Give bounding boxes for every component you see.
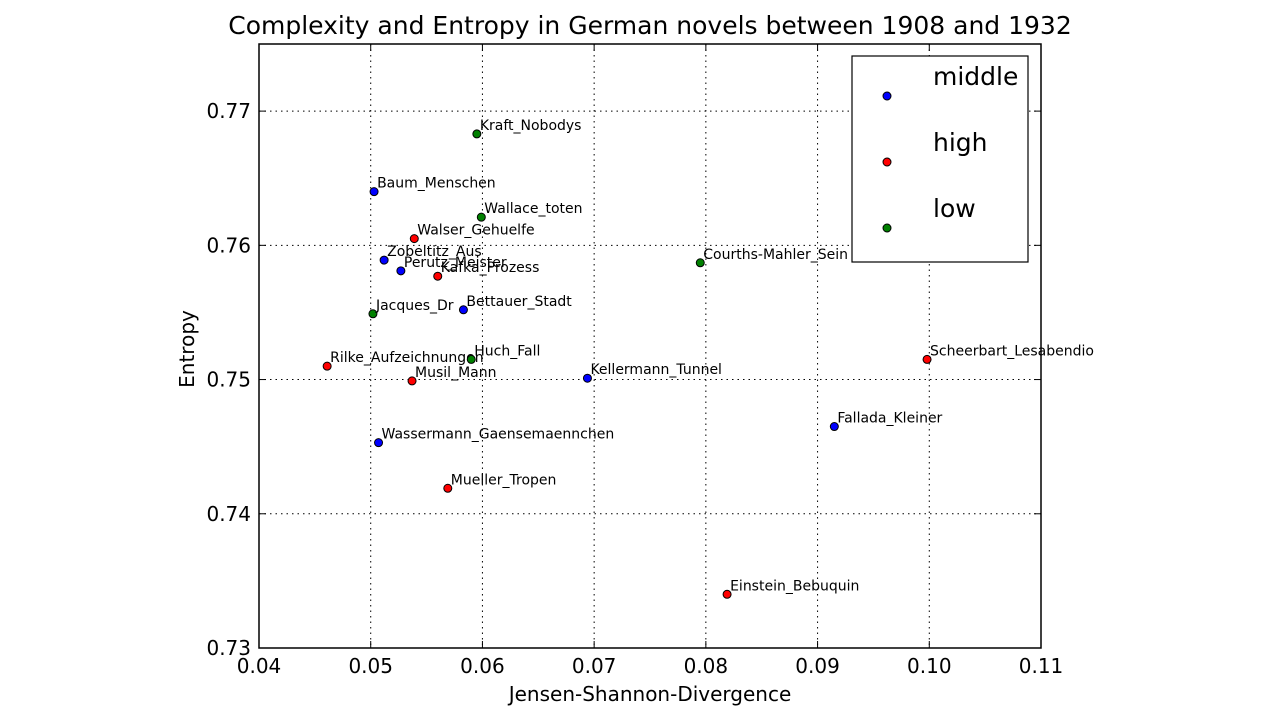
data-point	[443, 483, 453, 493]
y-tick-label: 0.74	[206, 502, 251, 526]
data-point	[695, 258, 705, 268]
data-point	[582, 373, 592, 383]
data-point	[396, 266, 406, 276]
data-point	[476, 212, 486, 222]
data-point-label: Kafka_Prozess	[441, 260, 540, 276]
y-tick-label: 0.75	[206, 368, 251, 392]
legend-label: high	[933, 128, 988, 157]
data-point-label: Kellermann_Tunnel	[590, 362, 722, 378]
data-point	[829, 422, 839, 432]
legend-marker	[882, 91, 892, 101]
data-point-label: Einstein_Bebuquin	[730, 578, 859, 594]
data-point-label: Walser_Gehuelfe	[417, 223, 534, 239]
legend-marker	[882, 223, 892, 233]
y-tick-label: 0.76	[206, 233, 251, 257]
data-point-label: Kraft_Nobodys	[480, 118, 582, 134]
data-point-label: Musil_Mann	[415, 365, 496, 381]
x-tick-label: 0.07	[572, 654, 617, 678]
y-tick-label: 0.73	[206, 636, 251, 660]
y-axis-label: Entropy	[175, 310, 199, 388]
data-point	[407, 376, 417, 386]
data-points: Kraft_Nobodys Baum_Menschen Wallace_toten W…	[322, 118, 1094, 599]
data-point	[472, 129, 482, 139]
data-point-label: Fallada_Kleiner	[837, 411, 942, 427]
data-point	[922, 354, 932, 364]
data-point-label: Scheerbart_Lesabendio	[930, 343, 1094, 359]
data-point-label: Perutz_Meister	[404, 255, 507, 271]
data-point-label: Baum_Menschen	[377, 176, 496, 192]
data-point	[374, 438, 384, 448]
x-tick-label: 0.04	[237, 654, 282, 678]
legend-label: middle	[933, 62, 1018, 91]
x-tick-label: 0.11	[1019, 654, 1064, 678]
x-tick-label: 0.08	[684, 654, 729, 678]
data-point-label: Rilke_Aufzeichnungen	[330, 350, 484, 366]
legend: middle high low	[851, 55, 1029, 263]
data-point-label: Jacques_Dr	[375, 298, 454, 314]
data-point	[322, 361, 332, 371]
data-point	[433, 271, 443, 281]
x-axis-label: Jensen-Shannon-Divergence	[507, 682, 792, 706]
data-point	[379, 255, 389, 265]
data-point-label: Huch_Fall	[474, 343, 540, 359]
data-point	[409, 234, 419, 244]
y-tick-label: 0.77	[206, 99, 251, 123]
plot-area	[258, 43, 1042, 649]
data-point-label: Mueller_Tropen	[451, 472, 557, 488]
data-point-label: Courths-Mahler_Sein	[703, 247, 848, 263]
data-point	[369, 187, 379, 197]
x-tick-label: 0.06	[460, 654, 505, 678]
grid	[259, 44, 1041, 648]
x-tick-label: 0.10	[907, 654, 952, 678]
data-point-label: Bettauer_Stadt	[466, 294, 572, 310]
chart-title: Complexity and Entropy in German novels …	[228, 11, 1071, 40]
data-point	[466, 354, 476, 364]
legend-box	[851, 55, 1029, 263]
x-tick-label: 0.09	[795, 654, 840, 678]
data-point	[722, 589, 732, 599]
data-point	[368, 309, 378, 319]
data-point	[458, 305, 468, 315]
legend-label: low	[933, 194, 976, 223]
axis-ticks: 0.04 0.05 0.06 0.07 0.08 0.09 0.10 0.11 0.73 0.74…	[206, 44, 1063, 678]
data-point-label: Wassermann_Gaensemaennchen	[382, 427, 615, 443]
x-tick-label: 0.05	[348, 654, 393, 678]
legend-marker	[882, 157, 892, 167]
data-point-label: Wallace_toten	[484, 201, 582, 217]
data-point-label: Zobeltitz_Aus	[387, 244, 482, 260]
